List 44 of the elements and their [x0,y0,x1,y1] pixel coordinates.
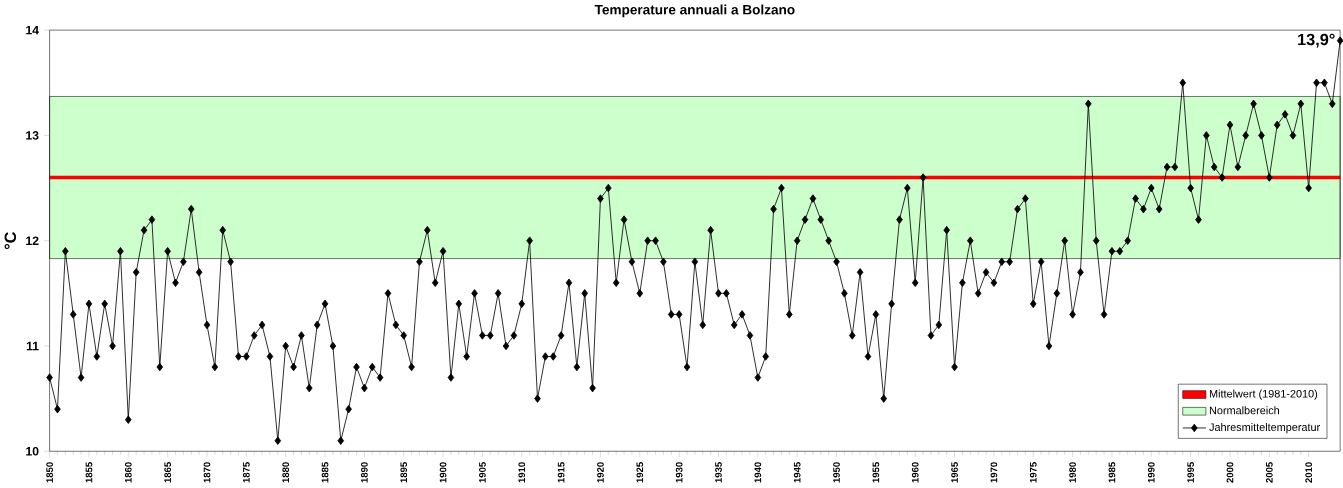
x-tick-label: 2000 [1226,462,1234,483]
y-tick-label: 14 [26,26,39,35]
x-tick-label: 2005 [1265,462,1273,483]
x-tick-label: 1925 [636,462,644,483]
x-tick-label: 1850 [46,462,53,483]
x-tick-label: 1940 [754,462,762,483]
x-tick-label: 1965 [951,462,958,483]
x-tick-label: 1995 [1187,462,1194,483]
x-tick-label: 1875 [242,462,250,483]
legend-label: Normalbereich [1209,406,1279,415]
x-tick-label: 1985 [1108,462,1116,483]
x-tick-label: 1880 [282,462,290,483]
x-tick-label: 1990 [1147,462,1155,483]
x-tick-label: 1960 [911,462,919,483]
x-tick-label: 1865 [164,462,172,483]
x-tick-label: 1970 [990,462,998,483]
x-tick-label: 1935 [715,462,722,483]
y-tick-label: 12 [26,236,39,246]
x-tick-label: 1980 [1069,462,1076,483]
x-tick-label: 1905 [479,462,486,483]
x-tick-label: 1945 [793,462,801,483]
legend-label: Jahresmitteltemperatur [1209,423,1320,434]
x-tick-label: 1860 [124,462,132,483]
legend-label: Mittelwert (1981-2010) [1209,389,1318,400]
y-tick-label: 13 [26,131,39,140]
x-tick-label: 1930 [675,462,683,483]
x-tick-label: 1910 [518,462,526,483]
x-tick-label: 1900 [439,462,447,483]
x-tick-label: 1895 [400,462,408,483]
x-tick-label: 2010 [1305,462,1313,483]
x-tick-label: 1855 [85,462,93,483]
x-tick-label: 1920 [597,462,604,483]
y-tick-label: 10 [26,447,39,456]
x-tick-label: 1915 [557,462,565,483]
x-tick-label: 1955 [872,462,880,483]
x-tick-label: 1870 [203,462,211,483]
chart-title: Temperature annuali a Bolzano [594,4,795,18]
y-tick-label: 11 [26,342,39,351]
y-axis-title: °C [4,232,17,250]
annotation: 13,9° [1298,33,1335,48]
x-tick-label: 1950 [833,462,840,483]
x-tick-label: 1885 [321,462,329,483]
x-tick-label: 1975 [1029,462,1037,483]
x-tick-label: 1890 [361,462,368,483]
